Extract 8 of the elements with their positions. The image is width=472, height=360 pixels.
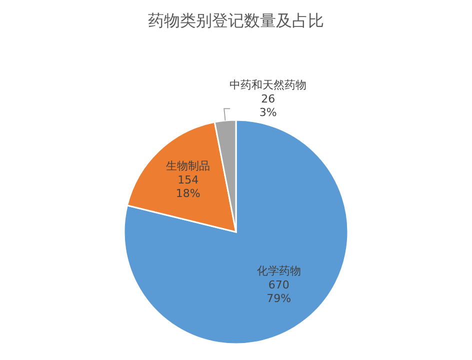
data-label: 154 18% <box>176 173 200 200</box>
data-label: 26 3% <box>259 92 277 120</box>
slice-label: 生物制品 <box>166 160 210 173</box>
slice-label: 化学药物 <box>256 264 301 278</box>
data-label: 670 79% <box>266 278 292 306</box>
chart-title: 药物类别登记数量及占比 <box>148 11 324 30</box>
slice-label: 中药和天然药物 <box>230 78 307 92</box>
pie-slice <box>123 119 349 345</box>
